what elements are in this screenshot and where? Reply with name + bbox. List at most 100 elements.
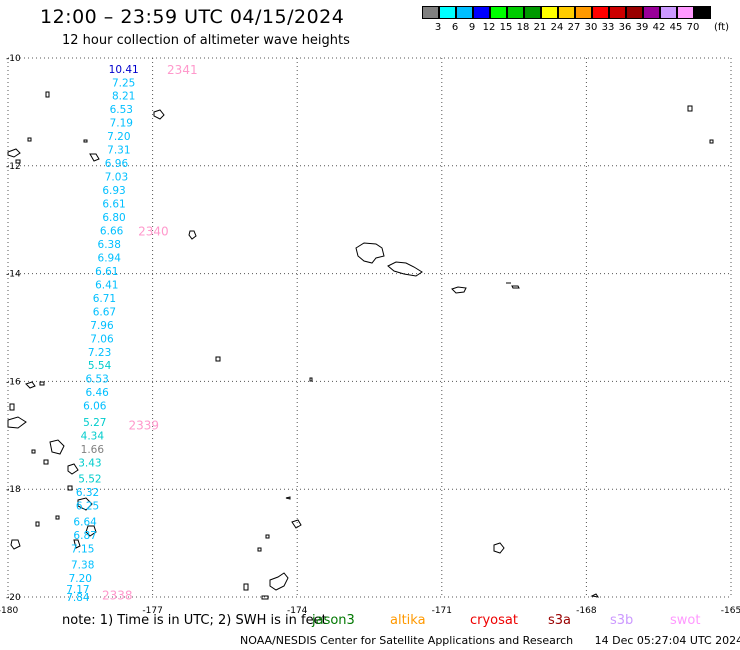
island-outline	[9, 403, 15, 411]
legend-label: 27	[567, 22, 581, 33]
mission-label-cryosat: cryosat	[470, 613, 518, 628]
legend-label: 15	[499, 22, 513, 33]
wave-height-value: 7.23	[88, 347, 111, 359]
wave-height-value: 7.15	[71, 543, 94, 555]
page-subtitle: 12 hour collection of altimeter wave hei…	[62, 33, 350, 48]
wave-height-value: 7.17	[66, 584, 89, 596]
island-outline	[243, 583, 269, 600]
wave-height-value: 8.21	[112, 91, 135, 103]
legend-swatch	[575, 6, 592, 19]
wave-height-values: 10.417.258.216.537.197.207.316.967.036.9…	[66, 64, 139, 604]
wave-height-value: 6.53	[85, 374, 108, 386]
legend-swatch	[490, 6, 507, 19]
island-outline	[73, 539, 81, 549]
legend-label: 18	[516, 22, 530, 33]
mission-label-swot: swot	[670, 613, 701, 628]
pass-number-label: 2339	[129, 419, 160, 433]
lon-tick-label: -168	[576, 606, 597, 616]
island-outline	[7, 416, 27, 429]
wave-height-value: 5.27	[83, 417, 106, 429]
legend-swatch	[473, 6, 490, 19]
legend-label: 30	[584, 22, 598, 33]
pass-number-label: 2341	[167, 63, 198, 77]
island-outline	[188, 230, 197, 240]
wave-height-value: 7.20	[107, 131, 130, 143]
legend-label: 45	[669, 22, 683, 33]
wave-height-value: 6.67	[93, 306, 116, 318]
lon-tick-label: -174	[287, 606, 308, 616]
legend-swatch	[524, 6, 541, 19]
wave-height-value: 6.61	[95, 266, 118, 278]
land-outlines	[7, 91, 714, 600]
island-outline	[387, 261, 423, 277]
legend-label: 9	[468, 22, 476, 33]
legend-label: 21	[533, 22, 547, 33]
legend-swatch	[558, 6, 575, 19]
legend-unit: (ft)	[714, 22, 730, 33]
island-outline	[506, 282, 520, 289]
mission-label-s3a: s3a	[548, 613, 572, 628]
legend-label: 36	[618, 22, 632, 33]
wave-height-value: 7.96	[90, 320, 114, 332]
legend-swatch	[626, 6, 643, 19]
wave-height-value: 7.84	[66, 592, 90, 604]
island-outline	[309, 377, 313, 382]
legend-label: 33	[601, 22, 615, 33]
legend-label: 3	[434, 22, 442, 33]
island-outline	[493, 542, 505, 554]
legend-label: 12	[482, 22, 496, 33]
page-title: 12:00 – 23:59 UTC 04/15/2024	[40, 6, 345, 28]
island-outline	[83, 139, 88, 143]
island-outline	[257, 534, 270, 552]
legend-swatch	[507, 6, 524, 19]
wave-height-value: 5.52	[78, 473, 101, 485]
island-outline	[215, 356, 221, 362]
legend-swatch	[592, 6, 609, 19]
wave-height-value: 7.19	[110, 118, 133, 130]
lat-tick-label: -16	[6, 377, 21, 387]
pass-number-label: 2338	[102, 588, 133, 602]
wave-height-value: 6.06	[83, 401, 107, 413]
island-outline	[590, 593, 600, 598]
pass-labels: 2341 2340 2339 2338	[102, 63, 198, 603]
lon-tick-label: -177	[142, 606, 162, 616]
wave-height-value: 10.41	[109, 64, 139, 76]
wave-height-value: 6.46	[85, 387, 109, 399]
wave-height-value: 6.71	[93, 293, 116, 305]
wave-height-value: 7.20	[69, 573, 92, 585]
wave-height-value: 3.43	[78, 457, 101, 469]
mission-label-jason3: jason3	[312, 613, 355, 628]
wave-height-value: 6.61	[102, 199, 125, 211]
mission-label-altika: altika	[390, 613, 426, 628]
island-outline	[77, 497, 93, 511]
legend-swatch	[541, 6, 558, 19]
island-outline	[10, 539, 21, 550]
wave-height-value: 6.94	[98, 252, 122, 264]
lat-tick-label: -14	[6, 270, 21, 280]
credit-line: NOAA/NESDIS Center for Satellite Applica…	[240, 634, 740, 647]
island-outline	[67, 463, 79, 475]
wave-height-value: 4.34	[81, 430, 105, 442]
legend-swatch	[677, 6, 694, 19]
legend-swatch	[439, 6, 456, 19]
legend-label: 6	[451, 22, 459, 33]
wave-height-value: 1.66	[81, 444, 105, 456]
lon-tick-label: -180	[0, 606, 18, 616]
island-outline	[67, 485, 73, 491]
wave-height-value: 6.87	[73, 530, 96, 542]
legend-label: 42	[652, 22, 666, 33]
mission-label-s3b: s3b	[610, 613, 634, 628]
wave-height-value: 5.54	[88, 360, 112, 372]
wave-height-value: 6.38	[98, 239, 121, 251]
legend-label: 70	[686, 22, 700, 33]
legend-swatch	[422, 6, 439, 19]
island-outline	[7, 148, 21, 164]
island-outline	[687, 105, 714, 144]
legend-label: 24	[550, 22, 564, 33]
lat-tick-label: -18	[6, 485, 21, 495]
island-outline	[153, 109, 165, 120]
wave-height-value: 7.06	[90, 333, 114, 345]
lat-tick-label: -20	[6, 593, 21, 603]
island-outline	[269, 572, 289, 591]
wave-height-value: 6.66	[100, 225, 124, 237]
